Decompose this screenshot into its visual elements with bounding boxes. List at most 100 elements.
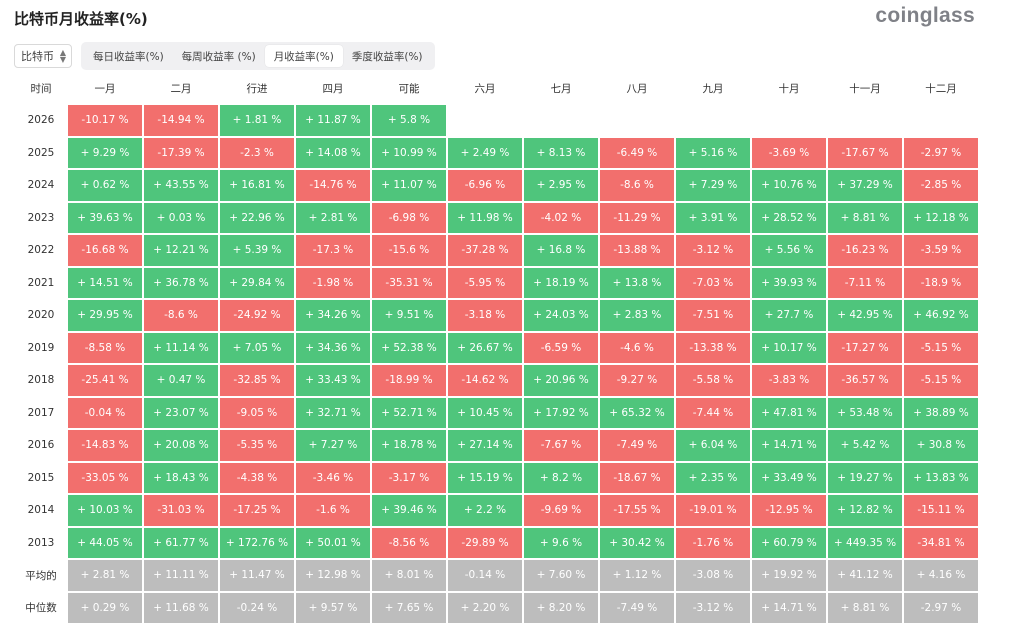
return-cell: + 27.14 % <box>448 430 522 461</box>
return-cell: + 3.91 % <box>676 202 750 233</box>
year-label: 2022 <box>27 244 55 257</box>
table-row: 2023 + 39.63 % + 0.03 % + 22.96 % + 2.81 % -6… <box>16 202 978 233</box>
return-cell: + 32.71 % <box>296 397 370 428</box>
return-cell: -7.51 % <box>676 300 750 331</box>
year-label: 2024 <box>27 179 55 192</box>
return-cell: -3.17 % <box>372 462 446 493</box>
return-cell: + 11.11 % <box>144 560 218 591</box>
coin-select[interactable]: 比特币 ▲ ▼ <box>14 44 72 68</box>
return-cell: + 2.81 % <box>68 560 142 591</box>
return-cell: + 34.26 % <box>296 300 370 331</box>
return-cell: + 6.04 % <box>676 430 750 461</box>
return-cell: -6.49 % <box>600 137 674 168</box>
month-header: 六月 <box>474 82 496 95</box>
return-cell: -7.49 % <box>600 430 674 461</box>
return-cell: + 33.43 % <box>296 365 370 396</box>
empty-cell <box>752 105 826 136</box>
return-cell: + 12.98 % <box>296 560 370 591</box>
monthly-returns-table: 时间 一月 二月 行进 四月 可能 六月 七月 八月 九月 十月 十一月 十二月 2026 -10.17… <box>14 71 980 625</box>
return-cell: -7.03 % <box>676 267 750 298</box>
year-label: 2020 <box>27 309 55 322</box>
return-cell: -2.3 % <box>220 137 294 168</box>
return-cell: -1.6 % <box>296 495 370 526</box>
summary-label: 中位数 <box>25 602 57 615</box>
return-cell: + 24.03 % <box>524 300 598 331</box>
return-cell: + 4.16 % <box>904 560 978 591</box>
return-cell: -17.39 % <box>144 137 218 168</box>
tab-weekly-returns[interactable]: 每周收益率 (%) <box>181 50 256 63</box>
return-cell: -3.83 % <box>752 365 826 396</box>
return-cell: -7.49 % <box>600 592 674 623</box>
return-cell: + 8.81 % <box>828 202 902 233</box>
return-cell: -9.69 % <box>524 495 598 526</box>
return-cell: + 449.35 % <box>828 527 902 558</box>
table-row: 2021 + 14.51 % + 36.78 % + 29.84 % -1.98 % -3… <box>16 267 978 298</box>
return-cell: -9.05 % <box>220 397 294 428</box>
return-cell: -37.28 % <box>448 235 522 266</box>
table-row: 2017 -0.04 % + 23.07 % -9.05 % + 32.71 % + 52… <box>16 397 978 428</box>
table-row: 2025 + 9.29 % -17.39 % -2.3 % + 14.08 % + 10.… <box>16 137 978 168</box>
tab-quarterly-returns[interactable]: 季度收益率(%) <box>351 50 423 63</box>
return-cell: + 10.76 % <box>752 170 826 201</box>
return-cell: -8.56 % <box>372 527 446 558</box>
return-cell: + 8.01 % <box>372 560 446 591</box>
return-cell: + 18.43 % <box>144 462 218 493</box>
month-header: 八月 <box>626 82 648 95</box>
return-cell: -32.85 % <box>220 365 294 396</box>
table-row: 2013 + 44.05 % + 61.77 % + 172.76 % + 50.01 … <box>16 527 978 558</box>
return-cell: -14.94 % <box>144 105 218 136</box>
table-row: 2015 -33.05 % + 18.43 % -4.38 % -3.46 % -3.17… <box>16 462 978 493</box>
return-cell: -16.23 % <box>828 235 902 266</box>
return-cell: + 23.07 % <box>144 397 218 428</box>
return-cell: -2.97 % <box>904 137 978 168</box>
return-cell: + 14.71 % <box>752 430 826 461</box>
month-header: 二月 <box>170 82 192 95</box>
return-cell: + 13.8 % <box>600 267 674 298</box>
return-cell: + 12.21 % <box>144 235 218 266</box>
return-cell: + 9.6 % <box>524 527 598 558</box>
return-cell: + 9.29 % <box>68 137 142 168</box>
empty-cell <box>600 105 674 136</box>
return-cell: -25.41 % <box>68 365 142 396</box>
return-cell: + 20.08 % <box>144 430 218 461</box>
return-cell: + 10.99 % <box>372 137 446 168</box>
table-row: 2016 -14.83 % + 20.08 % -5.35 % + 7.27 % + 18… <box>16 430 978 461</box>
summary-label: 平均的 <box>25 569 57 582</box>
return-cell: + 2.35 % <box>676 462 750 493</box>
return-cell: + 0.47 % <box>144 365 218 396</box>
return-cell: -2.97 % <box>904 592 978 623</box>
return-cell: -8.6 % <box>144 300 218 331</box>
return-cell: -33.05 % <box>68 462 142 493</box>
coinglass-logo: coinglass <box>875 4 975 27</box>
return-cell: + 14.71 % <box>752 592 826 623</box>
return-cell: + 15.19 % <box>448 462 522 493</box>
return-cell: + 18.19 % <box>524 267 598 298</box>
return-cell: + 50.01 % <box>296 527 370 558</box>
return-cell: -3.46 % <box>296 462 370 493</box>
month-header: 一月 <box>94 82 116 95</box>
return-cell: + 26.67 % <box>448 332 522 363</box>
table-row: 2022 -16.68 % + 12.21 % + 5.39 % -17.3 % -15.… <box>16 235 978 266</box>
return-cell: + 8.2 % <box>524 462 598 493</box>
table-header-row: 时间 一月 二月 行进 四月 可能 六月 七月 八月 九月 十月 十一月 十二月 <box>16 73 978 103</box>
year-label: 2021 <box>27 276 55 289</box>
return-cell: + 0.29 % <box>68 592 142 623</box>
return-cell: -9.27 % <box>600 365 674 396</box>
table-row: 2026 -10.17 % -14.94 % + 1.81 % + 11.87 % + 5… <box>16 105 978 136</box>
return-cell: + 172.76 % <box>220 527 294 558</box>
return-cell: + 20.96 % <box>524 365 598 396</box>
return-cell: + 33.49 % <box>752 462 826 493</box>
tab-daily-returns[interactable]: 每日收益率(%) <box>93 50 164 63</box>
return-cell: + 52.38 % <box>372 332 446 363</box>
year-label: 2014 <box>27 504 55 517</box>
year-label: 2015 <box>27 471 55 484</box>
return-cell: -1.98 % <box>296 267 370 298</box>
return-cell: + 7.05 % <box>220 332 294 363</box>
tab-monthly-returns[interactable]: 月收益率(%) <box>264 45 343 67</box>
return-cell: + 44.05 % <box>68 527 142 558</box>
month-header: 十月 <box>778 82 800 95</box>
return-cell: -14.76 % <box>296 170 370 201</box>
return-cell: -5.35 % <box>220 430 294 461</box>
return-cell: + 7.65 % <box>372 592 446 623</box>
return-cell: + 14.51 % <box>68 267 142 298</box>
